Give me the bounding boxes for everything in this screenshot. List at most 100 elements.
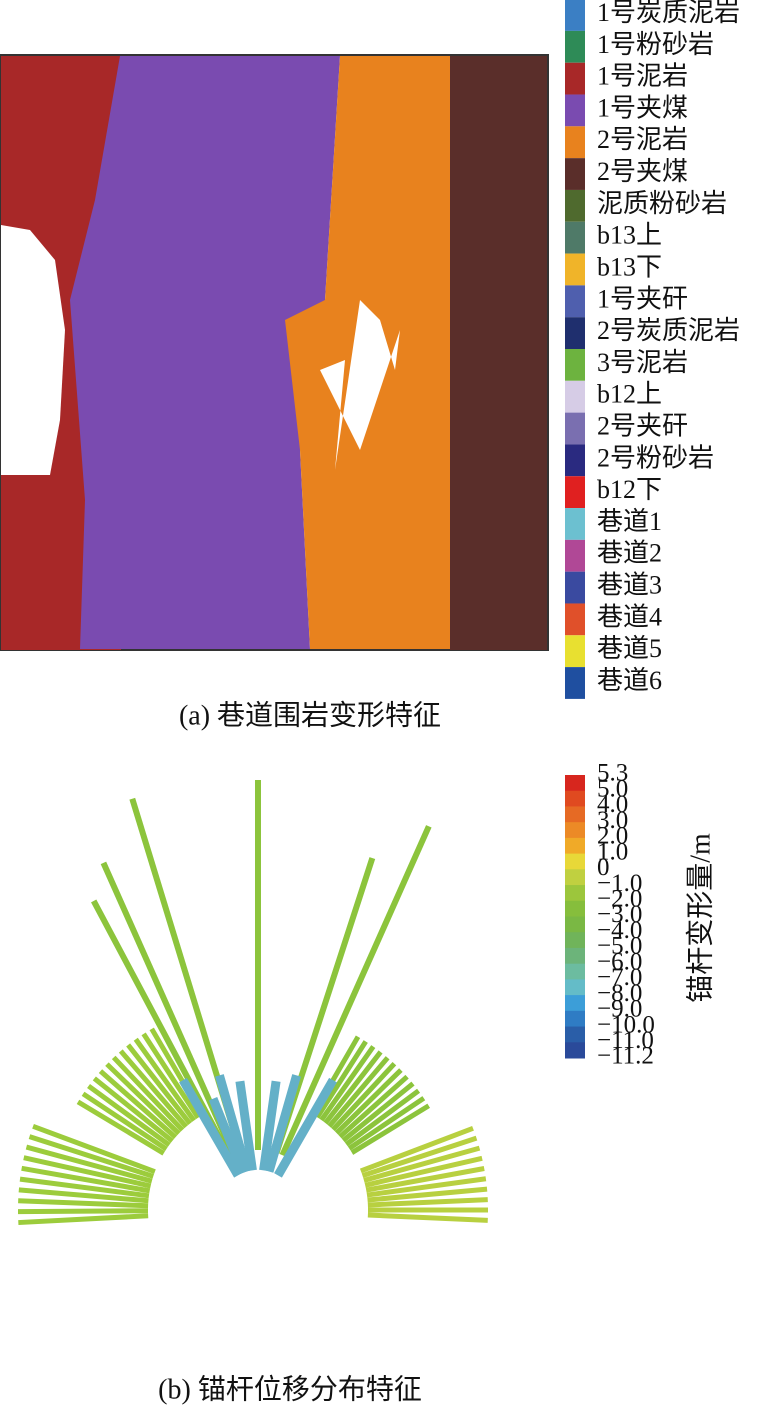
bolt [92,1076,174,1144]
caption: (b) 锚杆位移分布特征 [158,1373,422,1405]
colorbar-label: 锚杆变形量/m [684,833,716,1003]
legend-label: 2号泥岩 [597,125,688,154]
bolt [367,1197,488,1208]
bolt [363,1145,481,1183]
colorbar-band [565,822,585,839]
bolt [81,1091,168,1152]
bolt [141,1032,201,1120]
bolt [87,1083,171,1148]
colorbar-band [565,963,585,980]
colorbar-tick-label: −6.0 [597,948,642,975]
legend-label: 泥质粉砂岩 [597,189,727,218]
colorbar-tick-label: −5.0 [597,933,642,960]
bolt [105,1062,181,1136]
bolt [133,1037,196,1123]
legend-swatch [565,508,585,540]
bolt [361,1135,478,1179]
colorbar-tick-label: 1.0 [597,838,628,865]
legend-label: b13上 [597,221,662,250]
legend-swatch [565,571,585,604]
colorbar-tick-label: −3.0 [597,901,642,928]
bolt [25,1144,153,1184]
legend-label: b12上 [597,380,662,409]
colorbar-band [565,1026,585,1043]
legend-swatch [565,444,585,477]
bolt [19,1176,150,1199]
legend-swatch [565,349,585,381]
legend-swatch [565,380,585,413]
bolt [179,1077,242,1178]
colorbar-band [565,932,585,949]
legend-label: 3号泥岩 [597,348,688,377]
colorbar-tick-label: 3.0 [597,807,628,834]
legend-label: 巷道5 [597,634,662,663]
bolt [215,1074,252,1173]
legend-swatch [565,253,585,286]
bolt [118,1049,189,1129]
bolt [359,1125,474,1174]
bolt [366,1176,487,1198]
legend-swatch [565,221,585,254]
colorbar-tick-label: −7.0 [597,964,642,991]
bolt [18,1198,149,1209]
bolt [208,1097,248,1175]
colorbar-tick-label: −9.0 [597,996,642,1023]
legend-swatch [565,476,585,509]
bolt [126,1043,192,1126]
bolt [347,1096,426,1151]
legend-label: 1号夹矸 [597,284,688,313]
legend-label: 2号粉砂岩 [597,443,714,472]
colorbar-tick-label: −8.0 [597,980,642,1007]
bolt [364,1155,483,1188]
legend-label: b13下 [597,252,662,281]
legend-label: 2号夹矸 [597,411,688,440]
caption: (a) 巷道围岩变形特征 [179,699,441,731]
legend-label: 巷道3 [597,571,662,600]
colorbar-tick-label: −4.0 [597,917,642,944]
bolt [367,1212,488,1223]
legend-label: 1号炭质泥岩 [597,0,740,27]
legend-swatch [565,635,585,668]
legend-label: 1号粉砂岩 [597,30,714,59]
colorbar-band [565,916,585,933]
colorbar-tick-label: 0 [597,854,610,881]
legend-swatch [565,94,585,127]
legend-swatch [565,317,585,349]
colorbar-tick-label: −1.0 [597,870,642,897]
legend-swatch [565,158,585,190]
colorbar-band [565,837,585,855]
legend-swatch [565,30,585,63]
colorbar-tick-label: 5.0 [597,775,628,802]
bolt [341,1081,415,1143]
colorbar-band [565,775,585,792]
legend-swatch [565,126,585,159]
bolt [23,1155,152,1189]
legend-label: 1号泥岩 [597,62,688,91]
legend-swatch [565,285,585,318]
legend-label: 巷道6 [597,666,662,695]
legend-label: b12下 [597,475,662,504]
bolt [338,1074,409,1139]
bolt [28,1134,155,1179]
colorbar-band [565,806,585,823]
legend-label: 巷道1 [597,507,662,536]
colorbar-tick-label: 5.3 [597,760,628,787]
colorbar-tick-label: 2.0 [597,823,628,850]
bolt [350,1103,431,1155]
legend-label: 1号夹煤 [597,93,688,122]
bolt [21,1165,151,1194]
bolt [18,1213,149,1226]
bolt [111,1055,185,1132]
bolt [279,825,432,1157]
bolt [365,1166,485,1193]
colorbar-tick-label: −11.2 [597,1043,654,1070]
colorbar-band [565,1010,585,1028]
colorbar-band [565,869,585,886]
legend-swatch [565,539,585,572]
legend-swatch [565,603,585,636]
bolt [17,1208,149,1215]
colorbar-band [565,900,585,917]
colorbar-band [565,790,585,807]
